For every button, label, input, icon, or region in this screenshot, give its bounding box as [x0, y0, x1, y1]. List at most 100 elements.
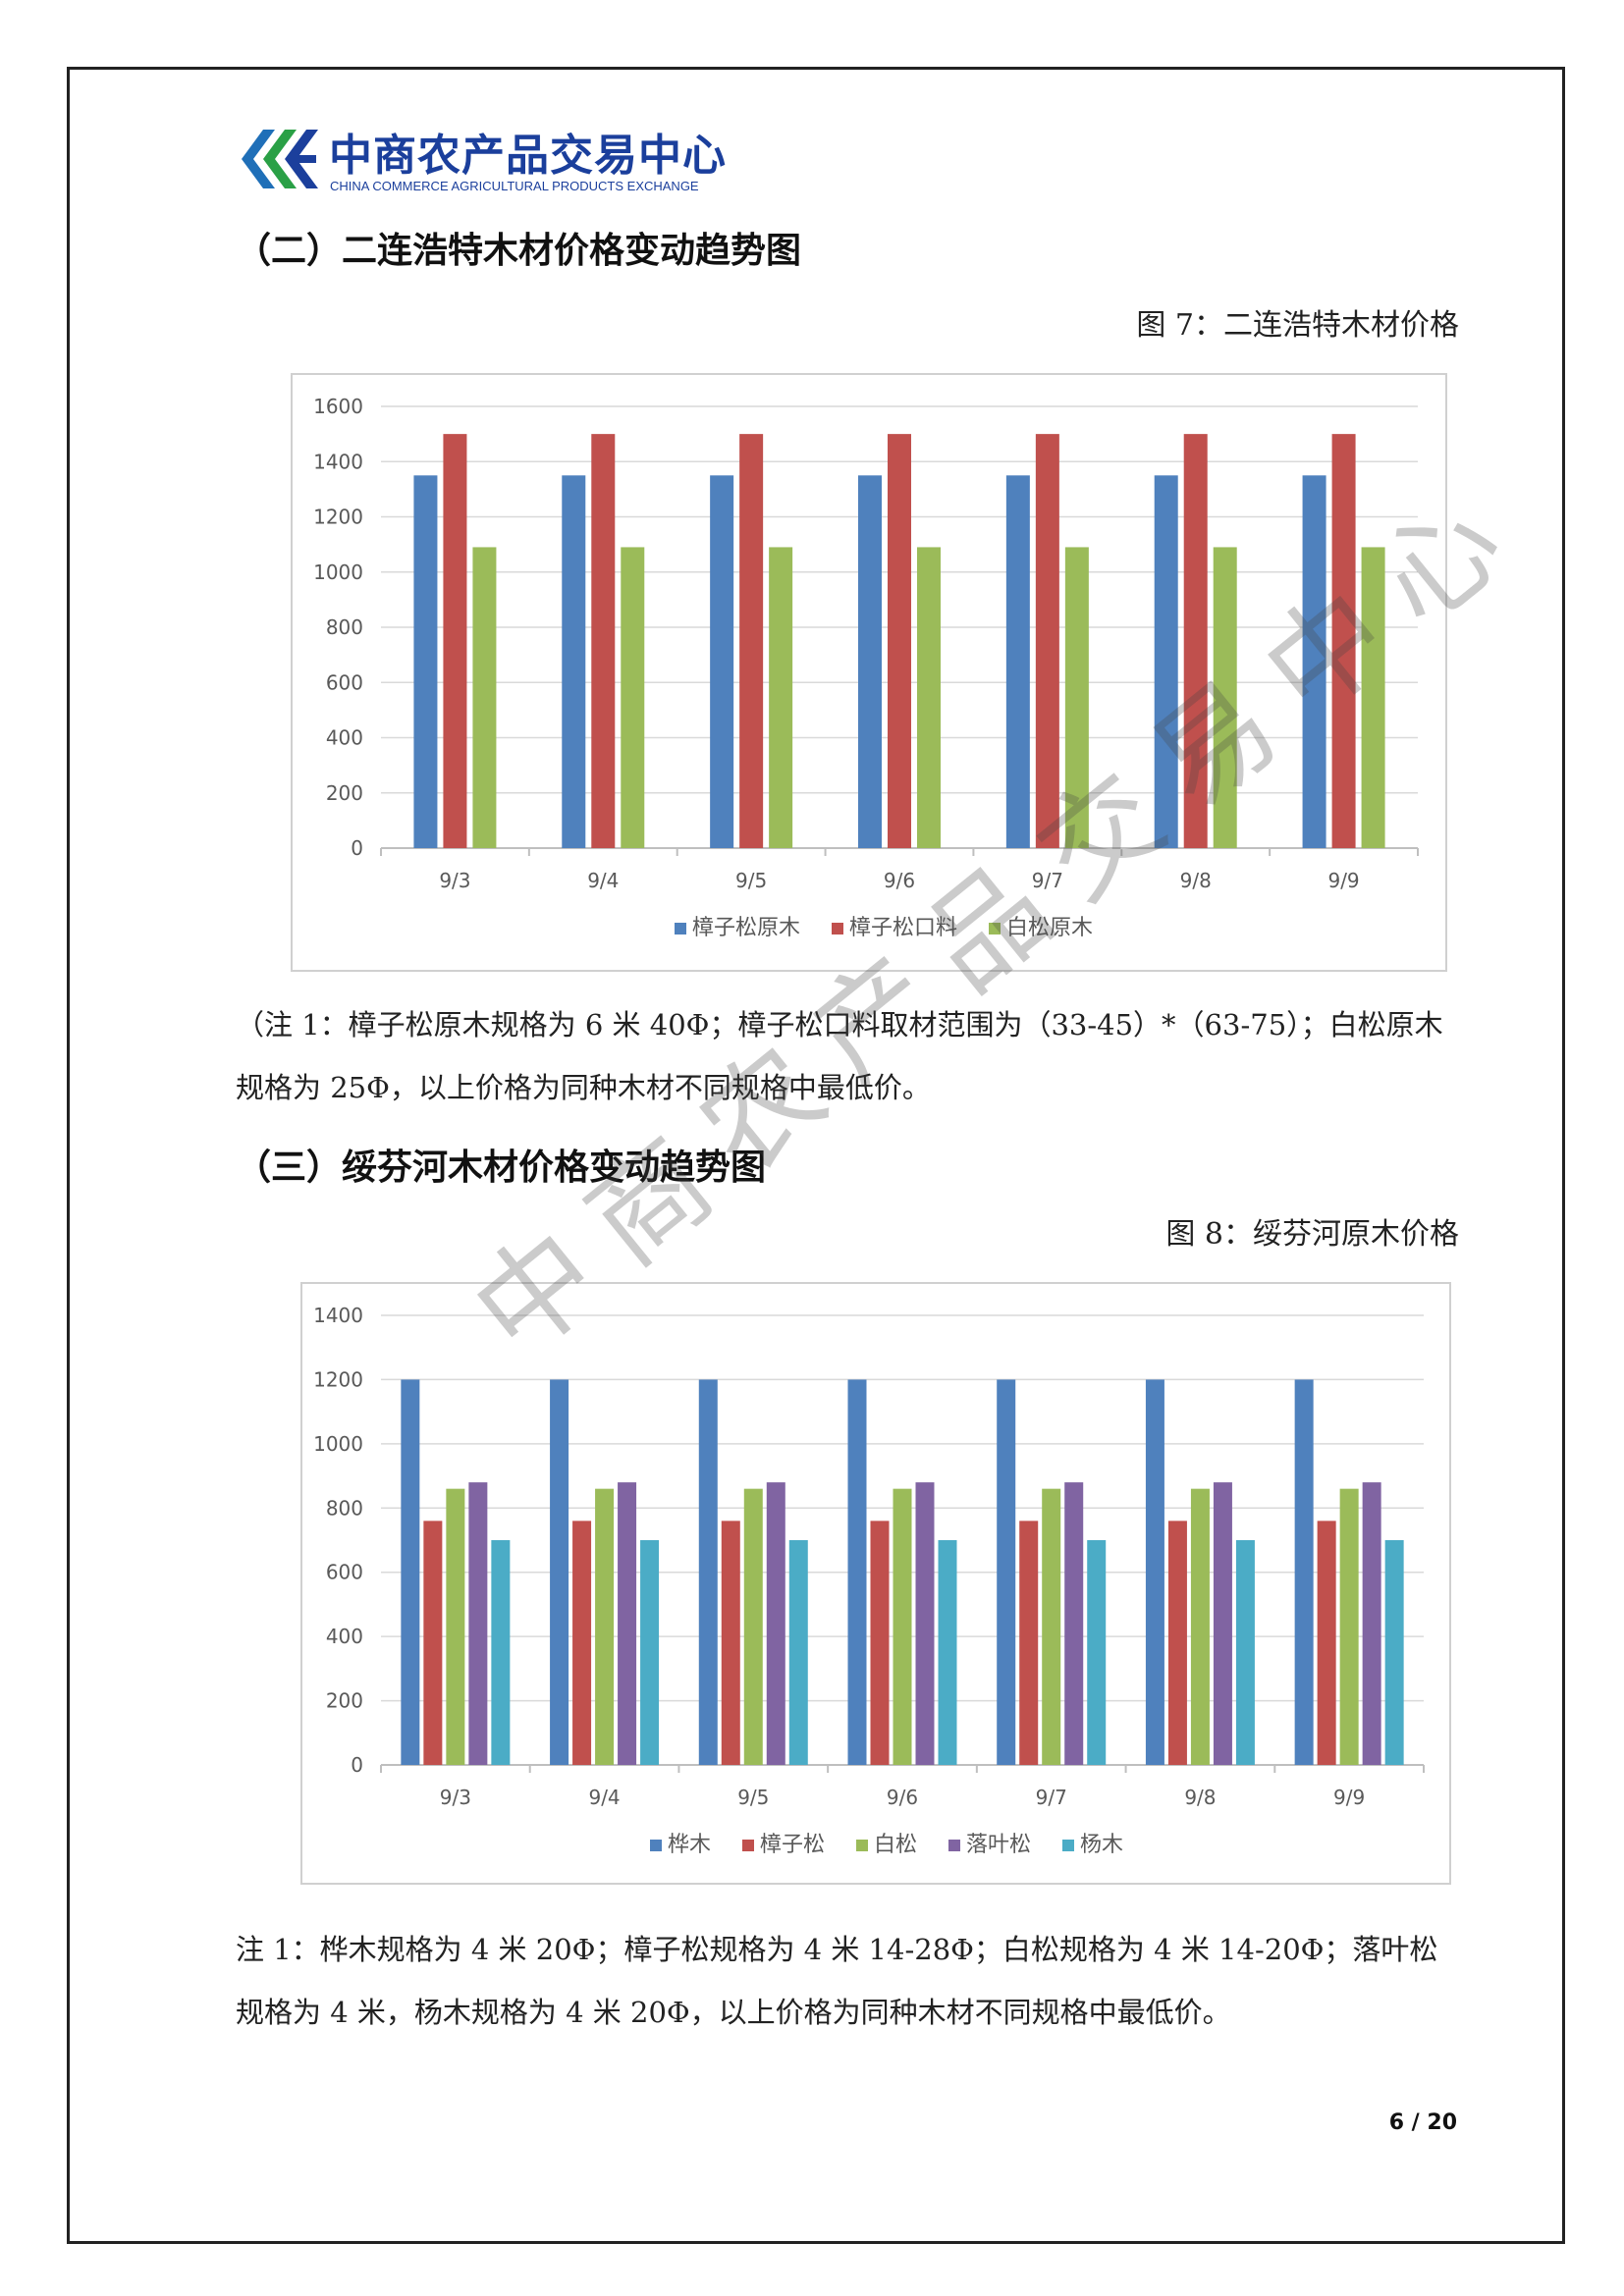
- bar-落叶松-9/8: [1213, 1482, 1232, 1765]
- legend-swatch: [832, 923, 843, 934]
- bar-白松原木-9/8: [1213, 547, 1237, 848]
- bar-桦木-9/5: [698, 1379, 718, 1765]
- x-category-label: 9/4: [588, 1786, 620, 1809]
- bar-樟子松原木-9/7: [1005, 475, 1030, 848]
- bar-樟子松-9/8: [1167, 1521, 1187, 1765]
- y-tick-label: 400: [326, 726, 363, 750]
- bar-杨木-9/6: [938, 1540, 957, 1765]
- y-tick-label: 1600: [313, 395, 363, 418]
- bar-白松-9/4: [595, 1488, 615, 1765]
- bar-樟子松原木-9/9: [1302, 475, 1326, 848]
- x-category-label: 9/7: [1036, 1786, 1067, 1809]
- legend-swatch: [989, 923, 1001, 934]
- bar-白松原木-9/6: [917, 547, 941, 848]
- bar-樟子松口料-9/3: [443, 434, 467, 848]
- chart-suifenhe-log-prices: 0 200 400 600 800 1000 1200 1400 9/3 9/4 9/5 9/6 9/7…: [300, 1282, 1451, 1885]
- bar-樟子松-9/4: [572, 1521, 592, 1765]
- legend-swatch: [1062, 1840, 1074, 1851]
- bar-白松原木-9/9: [1361, 547, 1385, 848]
- bar-杨木-9/4: [640, 1540, 660, 1765]
- x-category-label: 9/3: [440, 1786, 471, 1809]
- logo-emblem-icon: [242, 130, 318, 188]
- bar-樟子松口料-9/8: [1183, 434, 1208, 848]
- bar-杨木-9/9: [1384, 1540, 1404, 1765]
- section-heading-suifenhe: （三）绥芬河木材价格变动趋势图: [236, 1148, 767, 1188]
- bar-樟子松原木-9/4: [562, 475, 586, 848]
- x-category-label: 9/5: [735, 869, 767, 892]
- bar-樟子松口料-9/5: [739, 434, 764, 848]
- chart-suifenhe-svg: 0 200 400 600 800 1000 1200 1400 9/3 9/4 9/5 9/6 9/7…: [313, 1304, 1425, 1857]
- bar-落叶松-9/7: [1064, 1482, 1084, 1765]
- bar-樟子松-9/7: [1019, 1521, 1039, 1765]
- x-category-label: 9/7: [1032, 869, 1063, 892]
- y-tick-label: 400: [326, 1625, 363, 1648]
- bar-樟子松-9/5: [721, 1521, 740, 1765]
- x-category-label: 9/8: [1184, 1786, 1216, 1809]
- legend-label: 杨木: [1080, 1833, 1123, 1857]
- logo-chinese-name: 中商农产品交易中心: [329, 131, 727, 181]
- bar-落叶松-9/9: [1362, 1482, 1381, 1765]
- bar-白松-9/9: [1339, 1488, 1359, 1765]
- section-heading-erlianhaote: （二）二连浩特木材价格变动趋势图: [236, 231, 802, 271]
- bar-樟子松-9/3: [423, 1521, 443, 1765]
- y-tick-label: 0: [351, 836, 363, 860]
- bar-樟子松口料-9/6: [888, 434, 911, 848]
- legend-label: 樟子松原木: [692, 916, 800, 940]
- bar-樟子松原木-9/5: [710, 475, 734, 848]
- y-tick-label: 1400: [313, 1304, 363, 1327]
- legend-label: 樟子松: [760, 1833, 825, 1857]
- bar-桦木-9/4: [550, 1379, 569, 1765]
- x-category-label: 9/9: [1327, 869, 1359, 892]
- bar-白松-9/5: [743, 1488, 763, 1765]
- bar-樟子松口料-9/4: [591, 434, 616, 848]
- bar-杨木-9/5: [788, 1540, 808, 1765]
- bar-白松-9/3: [446, 1488, 465, 1765]
- legend-swatch: [675, 923, 686, 934]
- y-tick-label: 600: [326, 670, 363, 694]
- bar-落叶松-9/5: [766, 1482, 785, 1765]
- page-number: 6 / 20: [1388, 2110, 1457, 2135]
- y-tick-label: 1200: [313, 506, 363, 529]
- bar-白松-9/7: [1042, 1488, 1061, 1765]
- bar-樟子松原木-9/3: [413, 475, 438, 848]
- legend-swatch: [650, 1840, 662, 1851]
- y-tick-label: 1400: [313, 450, 363, 473]
- bar-白松原木-9/5: [769, 547, 793, 848]
- legend-label: 樟子松口料: [849, 916, 957, 940]
- legend-label: 落叶松: [966, 1833, 1031, 1857]
- bar-桦木-9/3: [401, 1379, 420, 1765]
- chart-8-footnote: 注 1：桦木规格为 4 米 20Φ；樟子松规格为 4 米 14-28Φ；白松规格…: [236, 1933, 1438, 2029]
- y-tick-label: 800: [326, 1496, 363, 1520]
- legend-label: 桦木: [668, 1833, 711, 1857]
- y-tick-label: 1000: [313, 561, 363, 584]
- page-border: [67, 67, 1565, 2244]
- bar-桦木-9/7: [997, 1379, 1016, 1765]
- y-tick-label: 200: [326, 1689, 363, 1713]
- x-category-label: 9/4: [587, 869, 619, 892]
- x-category-label: 9/3: [439, 869, 470, 892]
- bar-樟子松-9/6: [870, 1521, 890, 1765]
- legend-swatch: [856, 1840, 868, 1851]
- bar-白松-9/6: [893, 1488, 912, 1765]
- y-tick-label: 0: [351, 1753, 363, 1777]
- company-logo: 中商农产品交易中心 CHINA COMMERCE AGRICULTURAL PR…: [236, 120, 726, 198]
- legend-swatch: [948, 1840, 960, 1851]
- bar-桦木-9/8: [1145, 1379, 1164, 1765]
- bar-白松原木-9/3: [472, 547, 497, 848]
- legend-label: 白松原木: [1006, 916, 1093, 940]
- bar-杨木-9/7: [1087, 1540, 1107, 1765]
- x-category-label: 9/6: [884, 869, 915, 892]
- bar-落叶松-9/4: [618, 1482, 637, 1765]
- legend-label: 白松: [874, 1833, 917, 1857]
- bar-樟子松-9/9: [1317, 1521, 1336, 1765]
- figure-7-caption: 图 7：二连浩特木材价格: [1136, 308, 1459, 343]
- bar-落叶松-9/6: [915, 1482, 935, 1765]
- logo-english-name: CHINA COMMERCE AGRICULTURAL PRODUCTS EXC…: [330, 179, 699, 193]
- y-tick-label: 1000: [313, 1432, 363, 1456]
- bar-桦木-9/9: [1294, 1379, 1314, 1765]
- bar-樟子松原木-9/8: [1154, 475, 1178, 848]
- bar-桦木-9/6: [847, 1379, 867, 1765]
- y-tick-label: 600: [326, 1561, 363, 1584]
- bar-白松原木-9/7: [1064, 547, 1089, 848]
- x-category-label: 9/8: [1180, 869, 1212, 892]
